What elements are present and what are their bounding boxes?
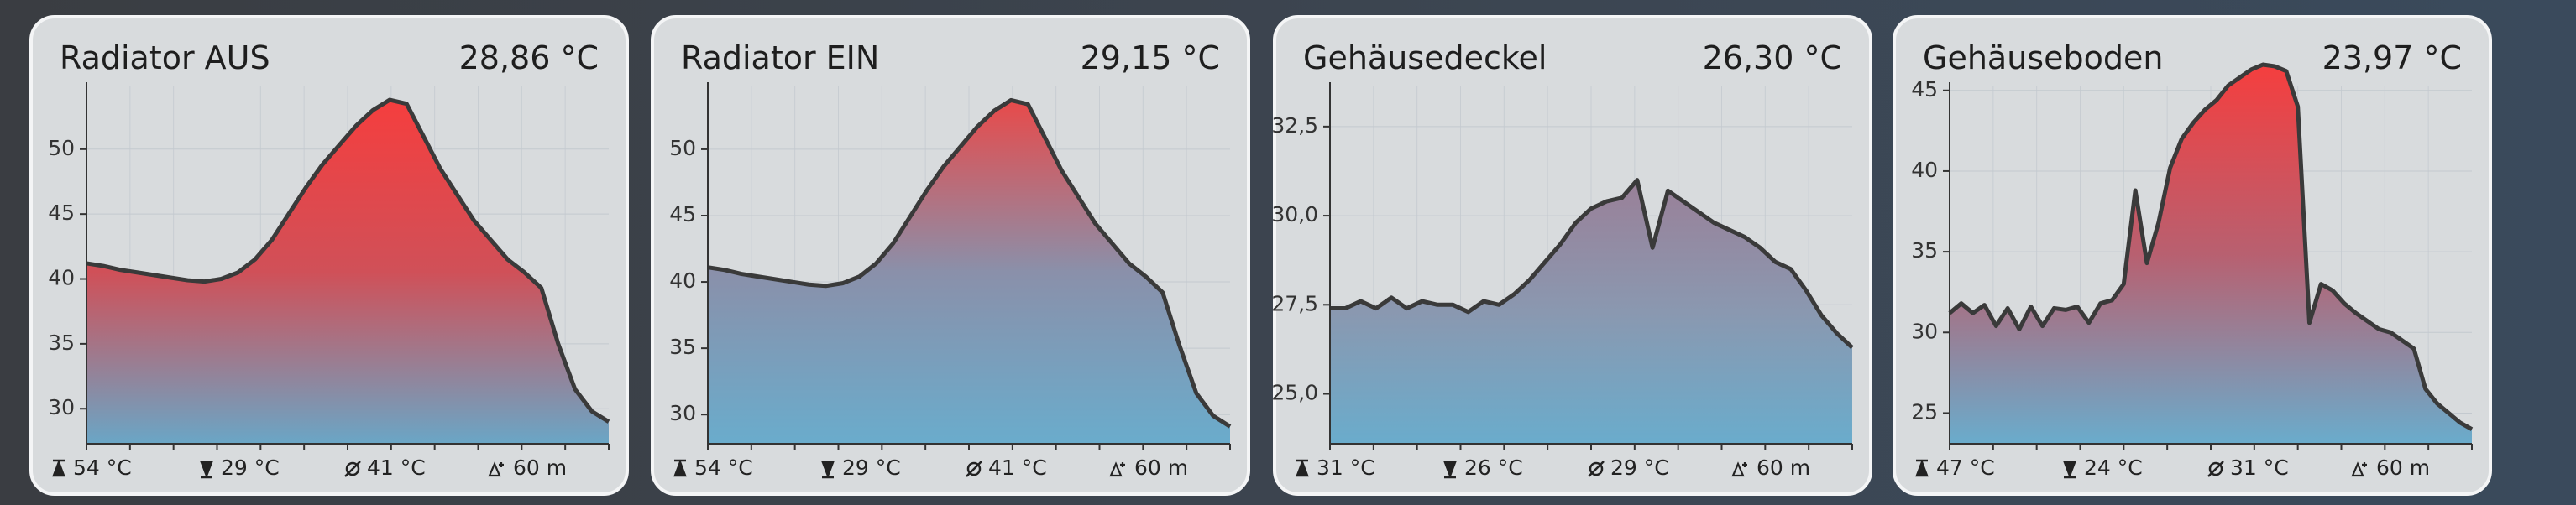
avg-icon-slash [344,461,361,477]
stat-value: 60 m [1134,456,1188,480]
area [1950,64,2472,445]
y-tick-label: 45 [669,202,696,226]
min-icon [2063,461,2076,479]
y-tick-label: 35 [48,331,75,355]
y-tick-label: 32,5 [1271,113,1318,138]
card: Radiator AUS 28,86 °C 30 35 40 45 50 54 °C 29 °C… [29,15,629,496]
line [1330,178,1854,350]
line [1948,62,2474,431]
stat-value: 29 °C [1610,456,1669,480]
y-tick-label: 30 [669,401,696,425]
stat-value: 41 °C [367,456,426,480]
card-title: Gehäuseboden [1923,39,2163,76]
card-title: Radiator EIN [681,39,879,76]
line [707,97,1232,429]
card-title: Gehäusedeckel [1303,39,1547,76]
avg-icon [966,461,982,476]
duration-icon [1731,461,1747,477]
line [86,97,610,424]
max-icon [1296,459,1309,477]
avg-icon [2208,461,2223,476]
y-tick-label: 27,5 [1271,291,1318,315]
duration-icon [2351,461,2367,477]
stat-value: 31 °C [2230,456,2289,480]
stat-value: 54 °C [73,456,132,480]
stat-value: 26 °C [1464,456,1523,480]
stat-value: 47 °C [1936,456,1995,480]
y-tick-label: 50 [48,136,75,160]
y-tick-label: 45 [1911,77,1938,102]
avg-icon-slash [1588,461,1605,477]
stat-value: 29 °C [842,456,901,480]
stat-value: 60 m [2376,456,2430,480]
y-tick-label: 50 [669,136,696,160]
min-icon [200,461,213,479]
stat-value: 60 m [513,456,567,480]
max-icon [52,459,65,477]
current-value: 28,86 °C [459,39,599,76]
y-tick-label: 25,0 [1271,381,1318,405]
stat-value: 29 °C [221,456,280,480]
stat-value: 31 °C [1317,456,1375,480]
y-tick-label: 45 [48,200,75,225]
area [1330,180,1852,444]
y-tick-label: 30 [1911,319,1938,343]
avg-icon-slash [2207,461,2224,477]
duration-icon [1109,461,1125,477]
stat-value: 54 °C [694,456,753,480]
card: Gehäuseboden 23,97 °C 25 30 35 40 45 47 °C 24 °C… [1893,15,2492,496]
y-tick-label: 30,0 [1271,202,1318,226]
stat-value: 24 °C [2084,456,2143,480]
y-tick-label: 40 [1911,158,1938,182]
current-value: 23,97 °C [2322,39,2462,76]
area [708,100,1230,444]
card-title: Radiator AUS [60,39,270,76]
current-value: 26,30 °C [1703,39,1842,76]
avg-icon [345,461,360,476]
stat-value: 41 °C [988,456,1047,480]
card: Gehäusedeckel 26,30 °C 25,0 27,5 30,0 32,5 31 … [1271,15,1872,496]
y-tick-label: 35 [669,335,696,359]
y-tick-label: 40 [48,266,75,290]
y-tick-label: 25 [1911,399,1938,424]
area [86,100,609,444]
stat-value: 60 m [1757,456,1810,480]
max-icon [1915,459,1929,477]
max-icon [673,459,687,477]
avg-icon [1589,461,1604,476]
y-tick-label: 35 [1911,238,1938,263]
current-value: 29,15 °C [1081,39,1220,76]
min-icon [821,461,835,479]
y-tick-label: 40 [669,268,696,293]
duration-icon [488,461,504,477]
card: Radiator EIN 29,15 °C 30 35 40 45 50 54 °C 29 °C… [651,15,1250,496]
avg-icon-slash [966,461,982,477]
y-tick-label: 30 [48,395,75,419]
min-icon [1443,461,1457,479]
